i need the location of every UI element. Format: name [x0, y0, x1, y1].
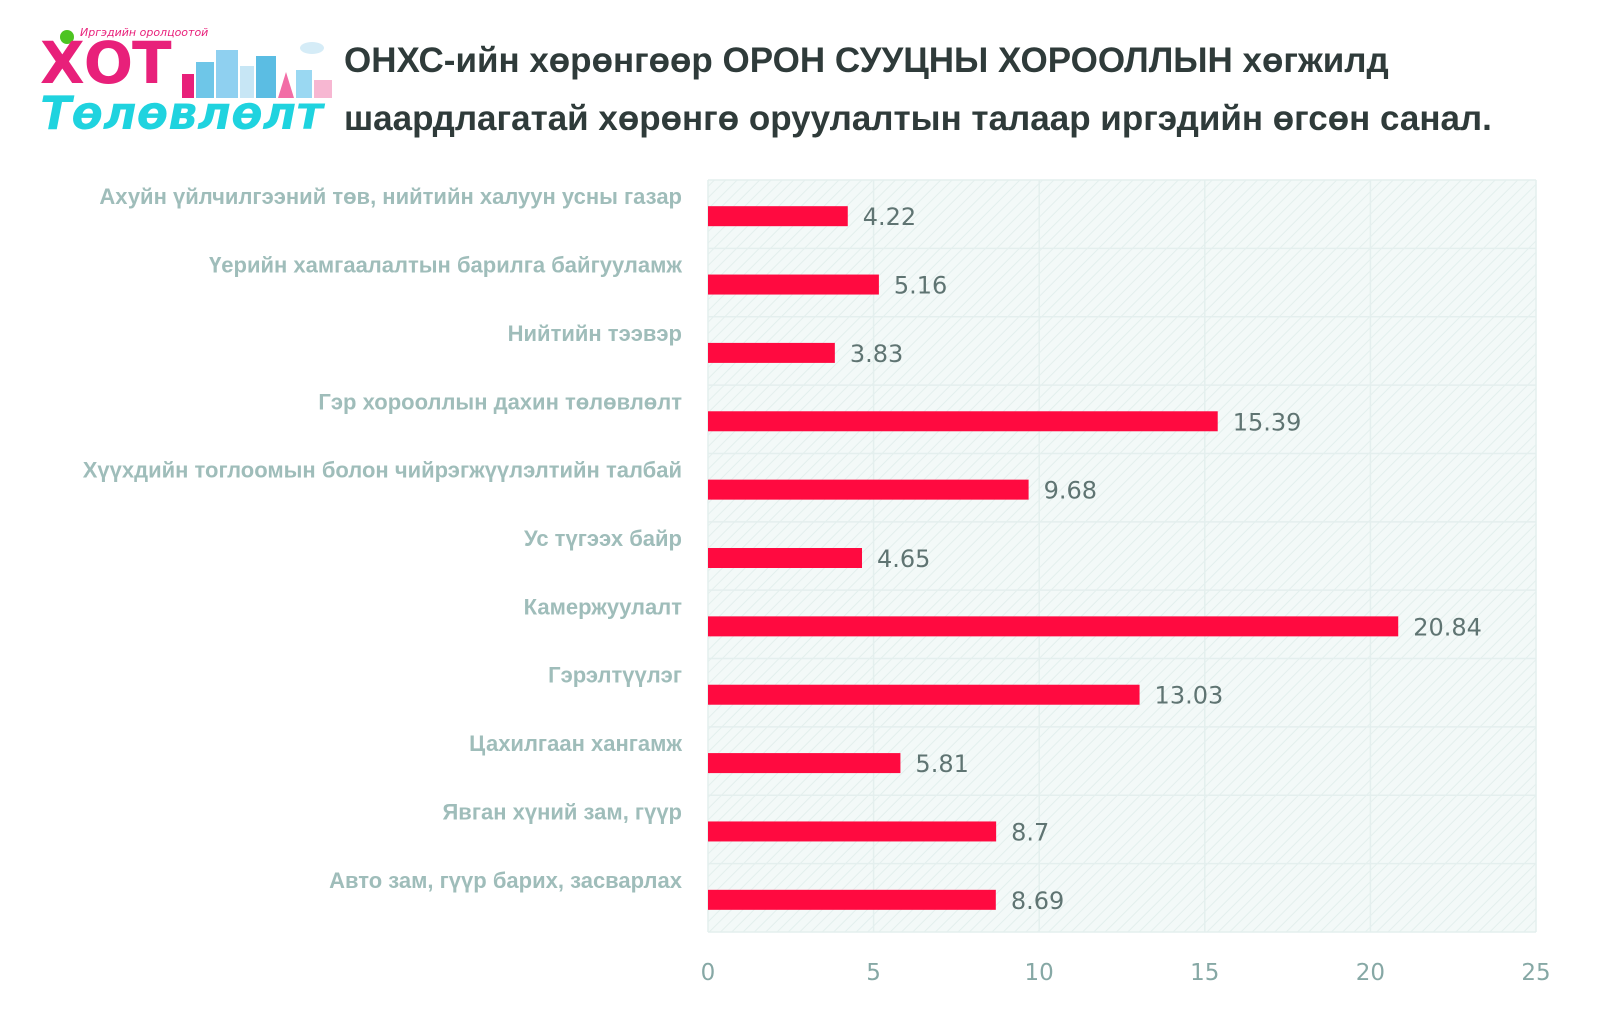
city-skyline-icon	[182, 42, 332, 98]
bar	[708, 479, 1029, 500]
bar	[708, 206, 848, 227]
bar	[708, 616, 1399, 637]
x-tick-label: 10	[1025, 960, 1054, 986]
category-label: Нийтийн тээвэр	[508, 321, 682, 346]
logo-word-tolovlolt: Төлөвлөлт	[40, 86, 324, 140]
data-label: 3.83	[850, 340, 903, 368]
bar	[708, 753, 901, 774]
data-label: 5.81	[915, 750, 968, 778]
logo-tagline: Иргэдийн оролцоотой	[80, 26, 209, 39]
data-label: 5.16	[894, 272, 947, 300]
category-label: Гэр хорооллын дахин төлөвлөлт	[318, 389, 682, 414]
data-label: 4.65	[877, 545, 930, 573]
data-label: 8.69	[1011, 887, 1064, 915]
category-label: Хүүхдийн тоглоомын болон чийрэгжүүлэлтий…	[83, 458, 682, 483]
data-label: 20.84	[1413, 613, 1482, 641]
bar	[708, 342, 835, 363]
bar	[708, 411, 1218, 432]
category-label: Авто зам, гүүр барих, засварлах	[329, 868, 683, 893]
category-label: Ус түгээх байр	[524, 526, 682, 551]
data-label: 13.03	[1155, 682, 1224, 710]
category-label: Явган хүний зам, гүүр	[442, 799, 682, 824]
category-label: Гэрэлтүүлэг	[548, 663, 682, 688]
category-label: Цахилгаан хангамж	[469, 731, 682, 756]
data-label: 4.22	[863, 203, 916, 231]
bar	[708, 821, 997, 842]
bar	[708, 274, 879, 295]
data-label: 15.39	[1233, 408, 1302, 436]
category-label: Үерийн хамгаалалтын барилга байгууламж	[209, 253, 682, 278]
x-tick-label: 0	[701, 960, 716, 986]
bar	[708, 684, 1140, 705]
data-label: 9.68	[1044, 477, 1097, 505]
x-tick-label: 15	[1190, 960, 1219, 986]
chart-title: ОНХС-ийн хөрөнгөөр ОРОН СУУЦНЫ ХОРООЛЛЫН…	[344, 41, 1492, 138]
category-label: Ахуйн үйлчилгээний төв, нийтийн халуун у…	[99, 184, 682, 209]
logo-dot-icon	[60, 30, 74, 44]
bar	[708, 889, 996, 910]
bar	[708, 548, 863, 568]
logo-word-hot: ХОТ	[40, 29, 172, 97]
x-tick-label: 25	[1521, 960, 1550, 986]
data-label: 8.7	[1011, 818, 1049, 846]
category-label: Камержуулалт	[524, 594, 683, 619]
x-tick-label: 20	[1356, 960, 1385, 986]
x-tick-label: 5	[866, 960, 881, 986]
logo: Иргэдийн оролцоотой ХОТ Төлөвлөлт	[40, 26, 332, 146]
